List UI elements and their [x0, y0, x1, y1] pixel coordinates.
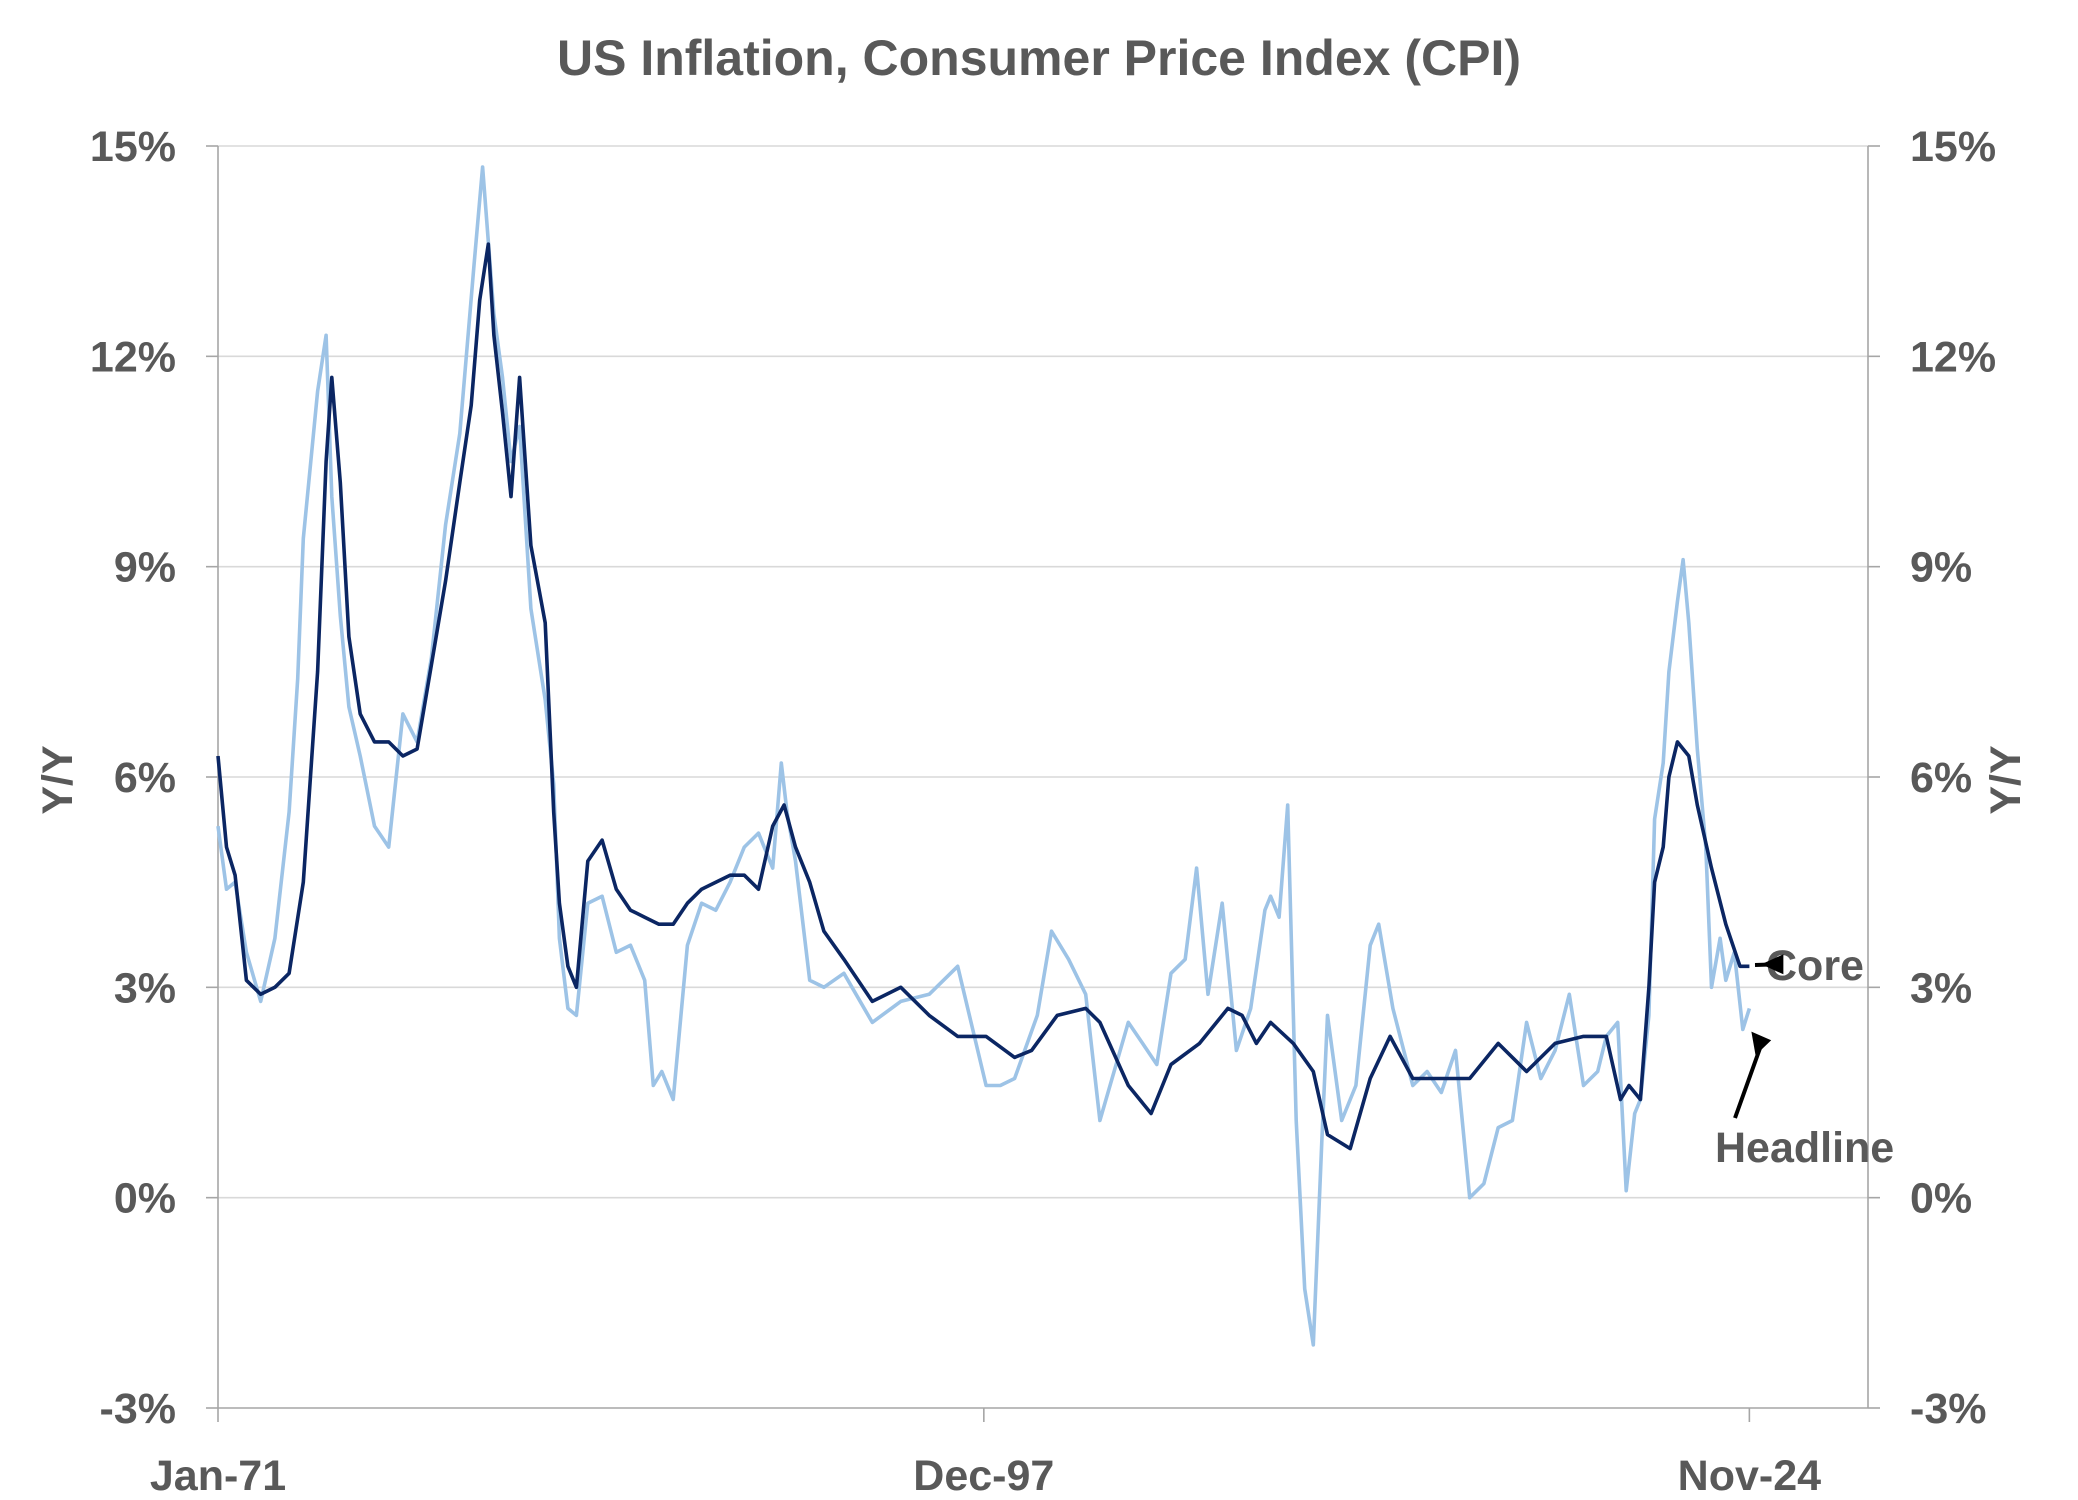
arrow-headline-head [1751, 1031, 1772, 1056]
y-tick-label-right: 6% [1910, 754, 1972, 802]
y-tick-label-left: 3% [114, 964, 176, 1012]
chart-title: US Inflation, Consumer Price Index (CPI) [557, 30, 1521, 86]
y-tick-label-left: -3% [100, 1385, 176, 1433]
series-line-core [216, 242, 1750, 1151]
gridlines [218, 145, 1868, 1199]
y-tick-label-left: 15% [90, 123, 176, 171]
y-tick-label-right: 9% [1910, 544, 1972, 592]
x-axis-ticks: Jan-71 Dec-97 Nov-24 [150, 1452, 1821, 1500]
arrow-core-head [1761, 954, 1784, 975]
y-tick-label-right: 3% [1910, 964, 1972, 1012]
x-tick-label: Jan-71 [150, 1452, 286, 1500]
axes [206, 145, 1880, 1422]
y-tick-label-right: -3% [1910, 1385, 1986, 1433]
x-tick-label: Dec-97 [913, 1452, 1054, 1500]
y-tick-label-left: 12% [90, 333, 176, 381]
y-tick-label-left: 6% [114, 754, 176, 802]
y-tick-label-right: 0% [1910, 1175, 1972, 1223]
y-tick-label-left: 0% [114, 1175, 176, 1223]
arrow-headline [1733, 1043, 1764, 1119]
annotations: Core Headline [1715, 942, 1894, 1172]
series-line-headline [216, 165, 1752, 1347]
y-axis-left-title: Y/Y [34, 745, 82, 814]
y-axis-right-ticks: -3% 0% 3% 6% 9% 12% 15% [1910, 123, 1996, 1433]
y-axis-left-ticks: -3% 0% 3% 6% 9% 12% 15% [90, 123, 176, 1433]
y-axis-right-title: Y/Y [1982, 745, 2030, 814]
series-lines [216, 165, 1752, 1347]
x-tick-label: Nov-24 [1678, 1452, 1821, 1500]
y-tick-label-left: 9% [114, 544, 176, 592]
annotation-arrows [1733, 954, 1784, 1119]
y-tick-label-right: 15% [1910, 123, 1996, 171]
annotation-headline-label: Headline [1715, 1124, 1894, 1172]
y-tick-label-right: 12% [1910, 333, 1996, 381]
